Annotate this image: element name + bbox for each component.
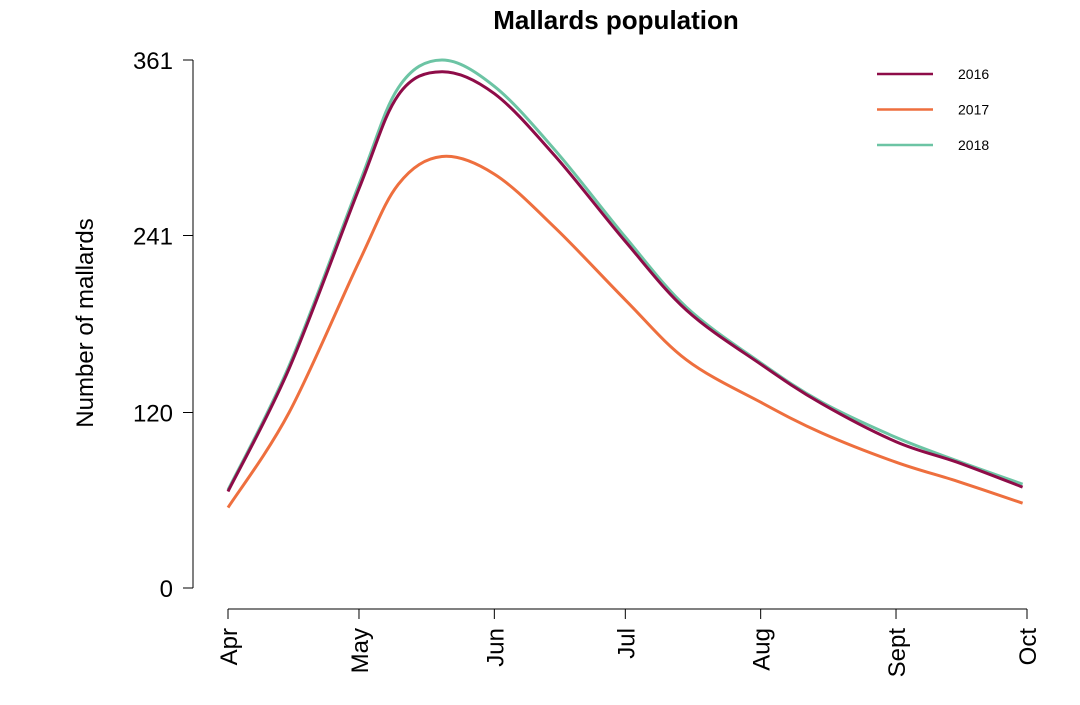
x-tick-label: May bbox=[347, 628, 374, 673]
x-tick-label: Jun bbox=[482, 628, 509, 667]
x-tick-label: Sept bbox=[884, 628, 911, 678]
y-axis: 0 120 241 361 bbox=[133, 48, 194, 603]
legend-label-2016: 2016 bbox=[958, 66, 989, 82]
y-tick-label: 361 bbox=[133, 48, 173, 75]
legend-label-2018: 2018 bbox=[958, 137, 989, 153]
series-lines bbox=[226, 58, 1024, 509]
y-tick-label: 0 bbox=[160, 576, 173, 603]
series-line-2018 bbox=[226, 58, 1024, 491]
x-axis: Apr May Jun Jul Aug Sept Oct bbox=[216, 608, 1042, 678]
x-tick-label: Oct bbox=[1015, 628, 1042, 666]
x-tick-label: Apr bbox=[216, 628, 243, 665]
chart-title: Mallards population bbox=[493, 5, 739, 35]
legend: 2016 2017 2018 bbox=[877, 66, 989, 153]
series-line-2017 bbox=[226, 154, 1024, 509]
y-axis-label: Number of mallards bbox=[72, 218, 99, 427]
x-tick-label: Aug bbox=[749, 628, 776, 671]
y-tick-label: 120 bbox=[133, 400, 173, 427]
series-line-2016 bbox=[226, 70, 1024, 493]
x-tick-label: Jul bbox=[613, 628, 640, 659]
legend-label-2017: 2017 bbox=[958, 102, 989, 118]
y-tick-label: 241 bbox=[133, 224, 173, 251]
